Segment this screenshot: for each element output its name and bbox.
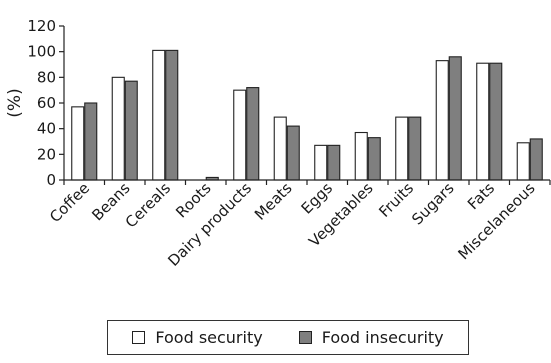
x-tick-label-meats: Meats bbox=[251, 179, 296, 224]
bar-food-insecurity-sugars bbox=[448, 56, 462, 181]
bar-food-security-fruits bbox=[395, 116, 409, 181]
bars bbox=[71, 49, 543, 181]
y-axis-label: (%) bbox=[5, 88, 25, 117]
legend-swatch-food-insecurity bbox=[298, 331, 312, 344]
bar-food-insecurity-eggs bbox=[327, 144, 341, 181]
legend-label-food-security: Food security bbox=[155, 328, 263, 347]
y-axis: 0 20 40 60 80 100 120 bbox=[27, 17, 65, 189]
y-tick-label: 0 bbox=[46, 171, 56, 189]
legend-label-food-insecurity: Food insecurity bbox=[321, 328, 444, 347]
bar-food-insecurity-dairy-products bbox=[246, 87, 260, 181]
bar-food-insecurity-fats bbox=[489, 62, 503, 181]
bar-food-security-meats bbox=[273, 116, 287, 181]
y-tick-label: 60 bbox=[37, 94, 56, 112]
y-tick-label: 80 bbox=[37, 68, 56, 86]
y-tick-label: 120 bbox=[27, 17, 56, 35]
bar-food-security-beans bbox=[111, 76, 125, 181]
y-tick-label: 40 bbox=[37, 120, 56, 138]
y-tick-label: 20 bbox=[37, 145, 56, 163]
bar-food-security-sugars bbox=[435, 60, 449, 181]
bar-food-insecurity-coffee bbox=[84, 102, 98, 181]
bar-food-insecurity-meats bbox=[286, 125, 300, 181]
bar-food-security-dairy-products bbox=[233, 89, 247, 181]
bar-food-security-eggs bbox=[314, 144, 328, 181]
y-tick-label: 100 bbox=[27, 43, 56, 61]
legend-entry-food-security: Food security bbox=[132, 328, 263, 347]
legend-swatch-food-security bbox=[132, 331, 146, 344]
legend-entry-food-insecurity: Food insecurity bbox=[298, 328, 444, 347]
x-tick-label-sugars: Sugars bbox=[408, 179, 457, 228]
bar-food-security-miscelaneous bbox=[516, 142, 530, 181]
bar-food-insecurity-fruits bbox=[408, 116, 422, 181]
x-tick-label-cereals: Cereals bbox=[122, 179, 174, 231]
bar-food-security-vegetables bbox=[354, 131, 368, 181]
bar-food-security-coffee bbox=[71, 106, 85, 181]
bar-food-insecurity-beans bbox=[124, 80, 138, 181]
bar-food-security-cereals bbox=[152, 49, 166, 181]
bar-food-security-fats bbox=[476, 62, 490, 181]
bar-food-insecurity-miscelaneous bbox=[529, 138, 543, 181]
bar-food-insecurity-cereals bbox=[165, 49, 179, 181]
bar-food-insecurity-vegetables bbox=[367, 137, 381, 181]
legend: Food security Food insecurity bbox=[107, 320, 469, 355]
